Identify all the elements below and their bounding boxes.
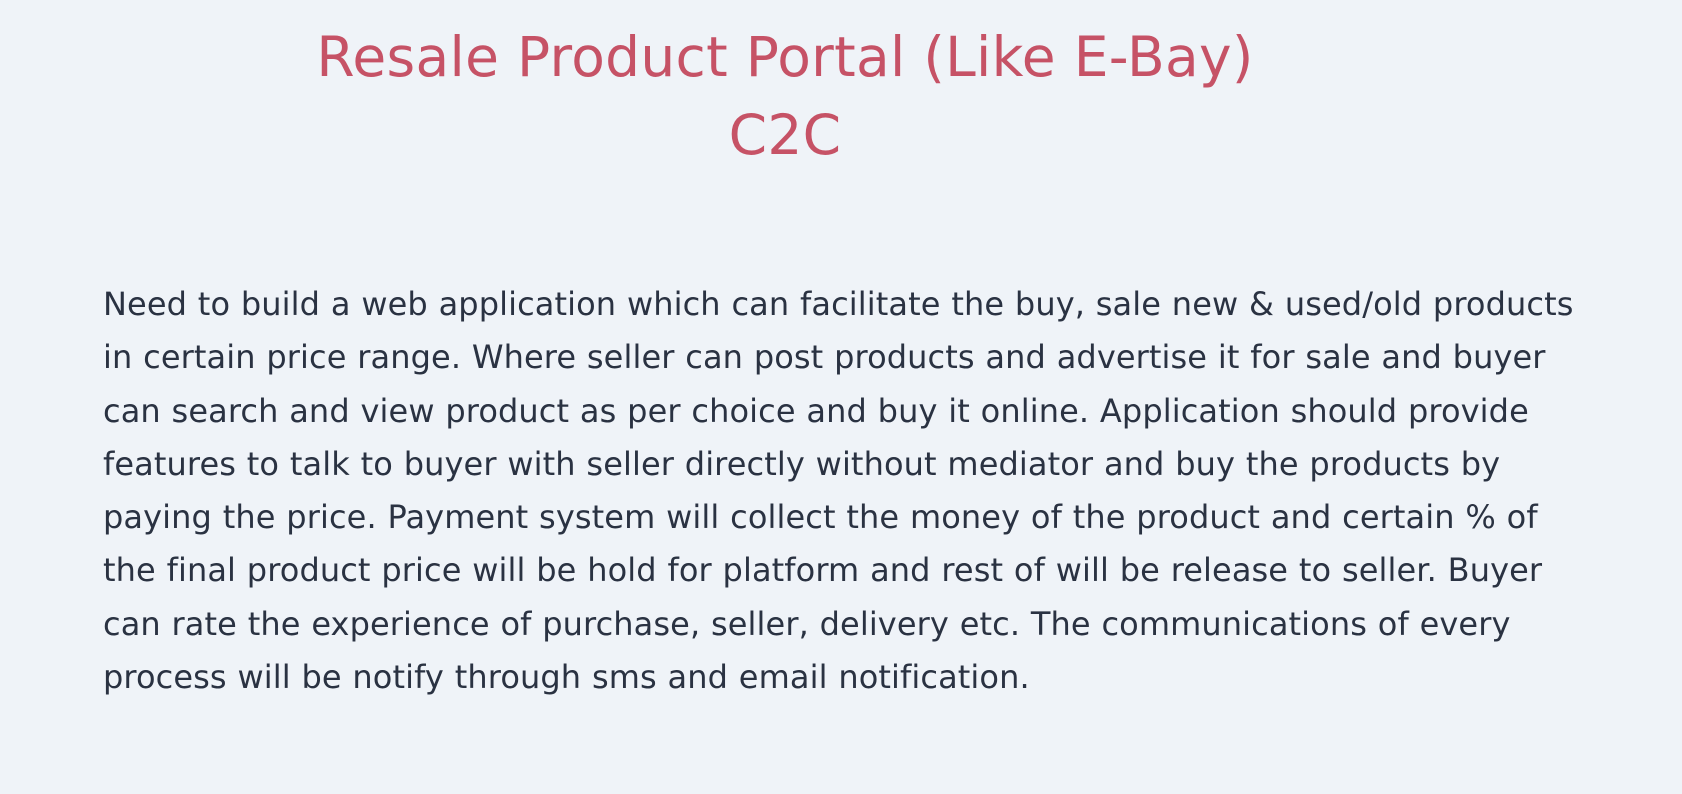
- title-line-1: Resale Product Portal (Like E-Bay): [316, 25, 1254, 89]
- title-line-2: C2C: [728, 103, 842, 167]
- project-description: Need to build a web application which ca…: [103, 285, 1574, 697]
- page-title: Resale Product Portal (Like E-Bay) C2C: [0, 18, 1570, 174]
